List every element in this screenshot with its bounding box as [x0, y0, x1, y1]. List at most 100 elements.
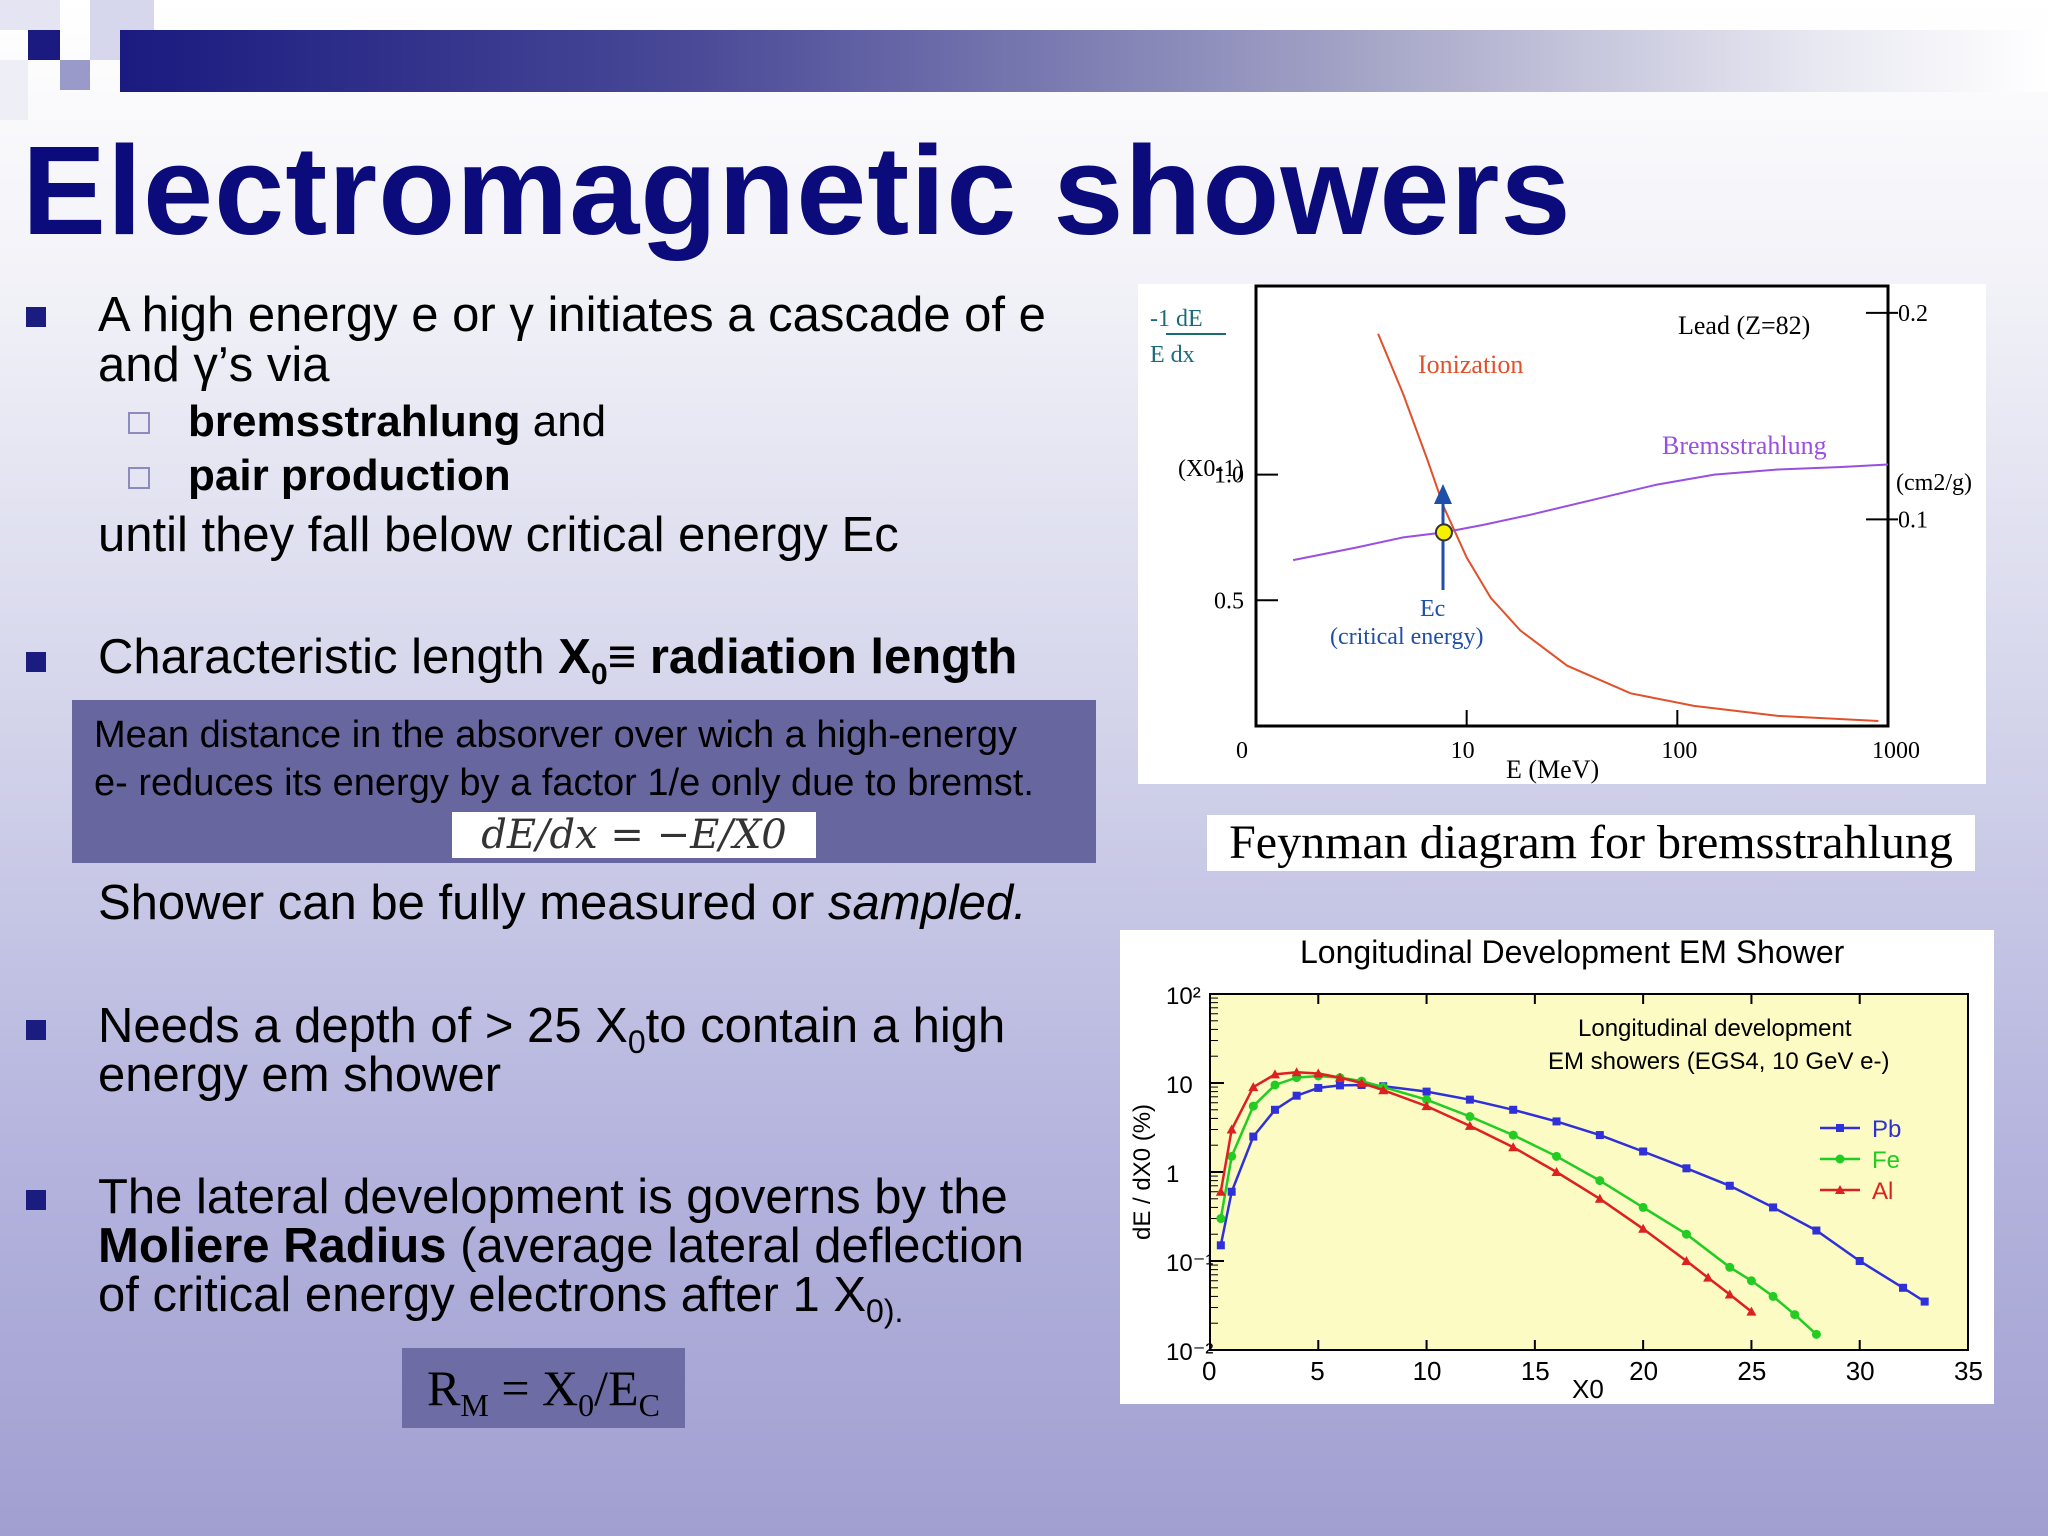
chart2-inner-title-1: Longitudinal development [1578, 1015, 1852, 1042]
chart2-point-al [1378, 1085, 1389, 1095]
chart1-ylabel-den: E dx [1150, 342, 1195, 368]
chart1-yright-tick-label: 0.1 [1898, 507, 1928, 533]
critical-energy-arrowhead [1434, 484, 1452, 504]
chart2-xlabel: X0 [1572, 1374, 1604, 1404]
chart2-point-pb [1509, 1105, 1518, 1114]
longitudinal-chart: Longitudinal Development EM Shower 0 5 10 1… [1129, 934, 1983, 1404]
critical-energy-point [1434, 523, 1453, 542]
chart2-point-fe [1595, 1176, 1605, 1186]
definition-line2: e- reduces its energy by a factor 1/e on… [94, 762, 1034, 804]
chart2-point-pb [1314, 1083, 1323, 1092]
chart2-point-pb [1725, 1181, 1734, 1190]
chart2-point-al [1248, 1082, 1259, 1092]
chart2-point-fe [1790, 1310, 1800, 1320]
chart1-xtick-label: 100 [1661, 738, 1697, 764]
sub-bullet-marker-2 [128, 467, 150, 489]
chart2-point-al [1215, 1186, 1226, 1196]
bullet3-line2: energy em shower [98, 1048, 502, 1102]
chart2-point-al [1356, 1078, 1367, 1087]
moliere-formula-box: RM = X0/EC [402, 1348, 685, 1428]
chart2-point-pb [1270, 1105, 1279, 1114]
chart1-xtick-label: 10 [1451, 738, 1475, 764]
chart2-ytick-label: 10 [1166, 1072, 1193, 1099]
chart2-point-pb [1812, 1226, 1821, 1235]
sub-bullet-marker-1 [128, 412, 150, 434]
chart1-ytick-label: 1.0 [1214, 463, 1244, 489]
chart2-point-pb [1552, 1117, 1561, 1126]
chart2-point-fe [1216, 1214, 1226, 1224]
bullet4-line2: Moliere Radius (average lateral deflecti… [98, 1219, 1024, 1273]
legend-label-al: Al [1872, 1178, 1893, 1205]
chart2-xtick-label: 35 [1954, 1356, 1983, 1386]
chart2-point-fe [1725, 1262, 1735, 1272]
chart2-point-al [1269, 1069, 1280, 1079]
bremsstrahlung-and: and [520, 397, 607, 446]
definition-equation: dE/dx = −E/X0 [452, 812, 816, 858]
energy-loss-chart: 0 10 100 1000 0.5 1.0 0.1 0.2 -1 dE E dx (X0-1)… [1150, 284, 1972, 784]
chart2-point-pb [1335, 1081, 1344, 1090]
bullet4-line1: The lateral development is governs by th… [98, 1170, 1008, 1224]
chart2-point-pb [1682, 1164, 1691, 1173]
chart2-inner-title-2: EM showers (EGS4, 10 GeV e-) [1548, 1048, 1889, 1075]
chart2-ytick-label: 1 [1166, 1161, 1179, 1188]
chart2-point-al [1226, 1124, 1237, 1134]
bullet1-line3: until they fall below critical energy Ec [98, 508, 899, 562]
chart2-point-pb [1639, 1147, 1648, 1156]
chart2-point-pb [1249, 1132, 1258, 1141]
legend-marker-al [1835, 1185, 1845, 1194]
bremsstrahlung-label: Bremsstrahlung [1662, 431, 1827, 460]
chart1-yright-unit: (cm2/g) [1896, 470, 1972, 496]
bullet1-line1: A high energy e or γ initiates a cascade… [98, 288, 1046, 342]
legend-marker-fe [1835, 1154, 1845, 1164]
chart2-point-al [1746, 1306, 1757, 1316]
chart1-ylabel-unit: (X0-1) [1178, 456, 1243, 482]
bullet4-line3: of critical energy electrons after 1 X0)… [98, 1268, 904, 1329]
ionization-label: Ionization [1418, 350, 1523, 379]
shower-text: Shower can be fully measured or [98, 876, 828, 930]
bullet-marker-4 [26, 1190, 46, 1210]
chart2-point-fe [1811, 1329, 1821, 1339]
chart2-point-pb [1920, 1297, 1929, 1306]
chart1-ylabel-num: -1 dE [1150, 306, 1203, 332]
chart2-plot-area [1209, 993, 1969, 1351]
chart2-point-fe [1465, 1112, 1475, 1122]
chart2-xtick-label: 15 [1521, 1356, 1550, 1386]
chart2-ytick-label: 10⁻² [1166, 1339, 1213, 1366]
chart2-point-al [1551, 1167, 1562, 1176]
chart2-point-fe [1270, 1080, 1280, 1090]
shower-measured-line: Shower can be fully measured or sampled. [98, 878, 1027, 928]
bullet-marker-2 [26, 652, 46, 672]
chart1-yright-tick-label: 0.2 [1898, 301, 1928, 327]
corner-square-light [0, 0, 60, 30]
chart2-point-al [1313, 1068, 1324, 1078]
chart1-xlabel: E (MeV) [1506, 755, 1599, 784]
sub-bullet-bremsstrahlung: bremsstrahlung and [188, 397, 606, 447]
definition-line1: Mean distance in the absorver over wich … [94, 714, 1018, 756]
chart2-title: Longitudinal Development EM Shower [1300, 934, 1845, 970]
ec-label: Ec [1420, 596, 1445, 622]
bullet3-line1: Needs a depth of > 25 X0to contain a hig… [98, 999, 1006, 1060]
chart2-point-fe [1768, 1291, 1778, 1301]
chart1-series-bremsstrahlung [1292, 463, 1889, 562]
chart2-point-fe [1508, 1130, 1518, 1140]
chart2-point-al [1681, 1256, 1692, 1265]
chart2-point-pb [1292, 1091, 1301, 1100]
chart2-legend: Pb Fe Al [1820, 1116, 1901, 1205]
chart2-xtick-label: 20 [1629, 1356, 1658, 1386]
chart2-point-fe [1422, 1095, 1432, 1105]
shower-sampled: sampled. [827, 876, 1027, 930]
bullet2-equiv: ≡ [607, 630, 650, 684]
bullet-marker-3 [26, 1020, 46, 1040]
chart1-series-ionization [1377, 333, 1879, 722]
bullet1-line2: and γ’s via [98, 338, 330, 392]
chart2-point-al [1291, 1067, 1302, 1077]
legend-label-pb: Pb [1872, 1116, 1901, 1143]
chart2-point-pb [1227, 1187, 1236, 1196]
chart2-point-al [1334, 1072, 1345, 1082]
title-bar-gradient [120, 30, 2048, 92]
chart2-point-fe [1248, 1101, 1258, 1111]
bullet2-x0: X0 [558, 630, 608, 691]
chart2-point-pb [1855, 1257, 1864, 1265]
chart2-point-pb [1216, 1241, 1225, 1250]
moliere-radius-bold: Moliere Radius [98, 1219, 447, 1273]
